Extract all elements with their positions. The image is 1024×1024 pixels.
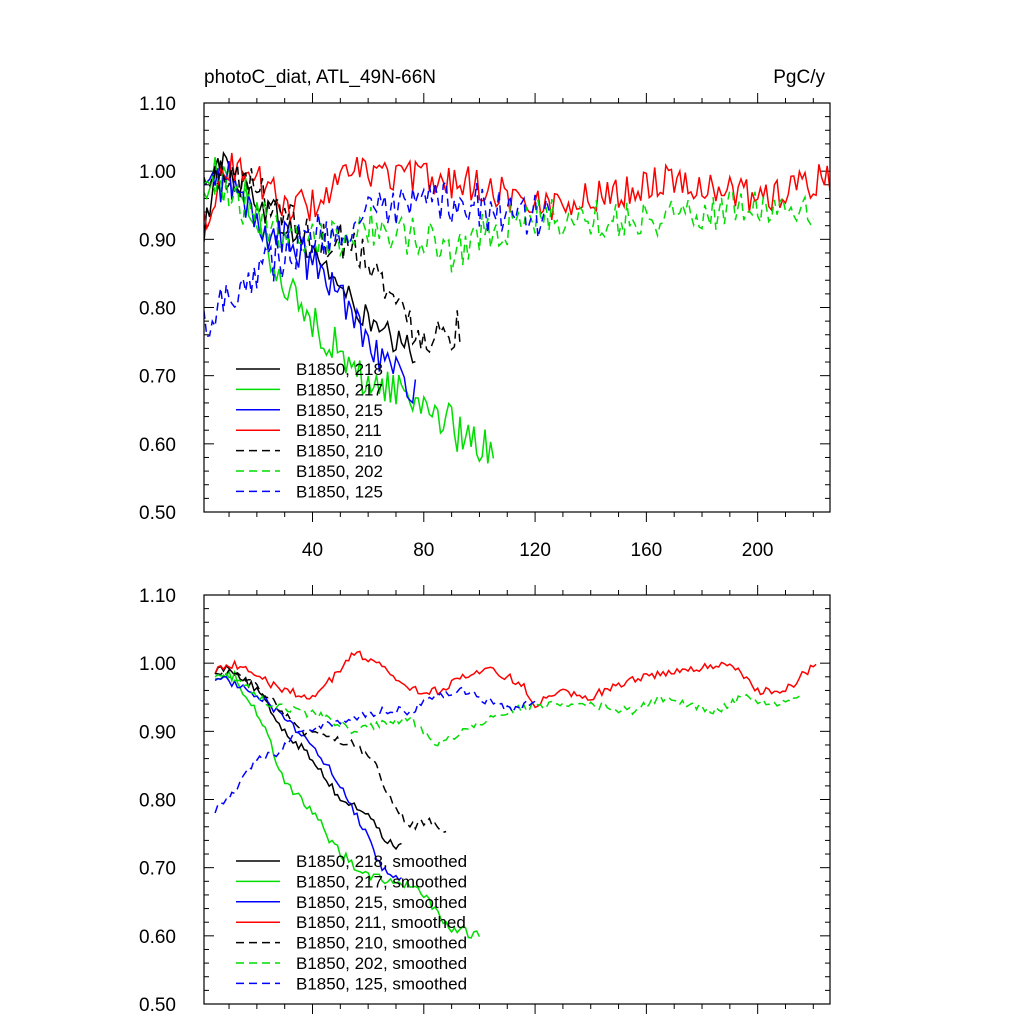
plot-frame [203,102,831,513]
bottom-panel: 0.50 0.60 0.70 0.80 0.90 1.00 1.10 B1850, 218,… [139,585,831,1016]
axis-ticks: 0.50 0.60 0.70 0.80 0.90 1.00 1.10 40 80 120 160 20… [139,93,830,561]
series-line-3 [204,160,417,405]
legend-label: B1850, 211 [296,421,382,440]
series-line-4 [214,650,817,709]
units-label: PgC/y [773,67,825,88]
series-group [204,150,830,464]
legend-label: B1850, 215 [296,401,383,420]
y-tick-label: 1.10 [139,94,176,115]
series-line-2 [214,668,481,939]
legend-label: B1850, 211, smoothed [296,913,466,932]
legend-label: B1850, 202, smoothed [296,954,467,973]
legend-label: B1850, 210, smoothed [296,934,467,953]
y-tick-label: 0.90 [139,722,176,743]
legend-label: B1850, 125, smoothed [296,974,467,993]
legend-label: B1850, 202 [296,462,383,481]
series-line-6 [204,175,814,273]
y-tick-label: 0.70 [139,859,176,880]
series-line-2 [204,157,495,464]
legend-label: B1850, 215, smoothed [296,893,467,912]
series-group [214,650,817,939]
y-tick-label: 0.80 [139,791,176,812]
legend-label: B1850, 218, smoothed [296,852,467,871]
series-line-5 [214,669,447,834]
top-panel: photoC_diat, ATL_49N-66N PgC/y 0.500.600… [139,67,831,561]
axis-ticks: 0.50 0.60 0.70 0.80 0.90 1.00 1.10 [139,585,830,1016]
y-tick-label: 1.00 [139,654,176,675]
series-line-7 [204,180,550,338]
y-tick-label: 0.70 [139,367,176,388]
series-line-3 [214,676,402,881]
y-tick-label: 0.50 [139,995,176,1016]
y-tick-label: 0.60 [139,435,176,456]
legend-label: B1850, 217, smoothed [296,872,467,891]
chart-title: photoC_diat, ATL_49N-66N [204,67,436,88]
y-tick-label: 0.80 [139,299,176,320]
series-line-6 [214,671,800,747]
plot-frame [203,594,831,1005]
y-tick-label: 0.90 [139,230,176,251]
series-line-5 [204,158,461,354]
y-tick-label: 1.10 [139,586,176,607]
legend-label: B1850, 210 [296,442,383,461]
series-line-1 [214,664,402,851]
y-tick-label: 0.60 [139,927,176,948]
x-tick-label: 40 [302,540,323,561]
x-tick-label: 200 [742,540,774,561]
legend-label: B1850, 217 [296,380,383,399]
series-line-4 [204,152,830,231]
legend-label: B1850, 125 [296,482,383,501]
legend-label: B1850, 218 [296,360,383,379]
x-tick-label: 120 [519,540,551,561]
x-tick-label: 160 [631,540,663,561]
series-line-7 [214,686,536,814]
y-tick-label: 1.00 [139,162,176,183]
y-tick-label: 0.50 [139,503,176,524]
x-tick-label: 80 [413,540,434,561]
